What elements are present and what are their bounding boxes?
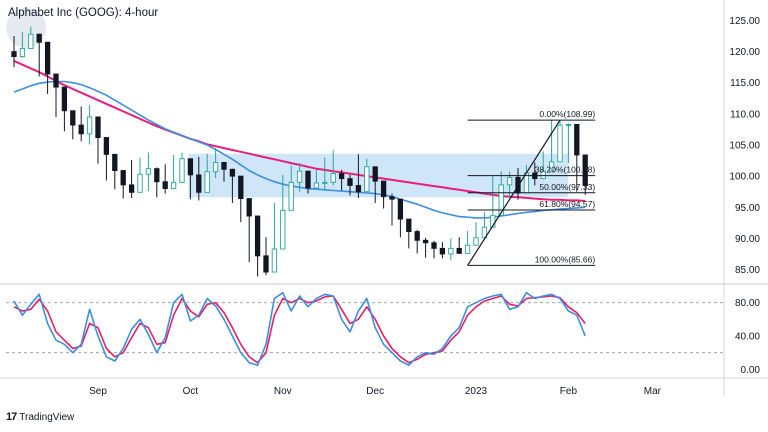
- price-axis-label: 125.00: [729, 16, 760, 27]
- candle-body: [61, 86, 68, 112]
- candle-body: [70, 110, 76, 126]
- candle-body: [86, 116, 93, 135]
- time-axis-label: 2023: [465, 386, 488, 397]
- candle-body: [263, 255, 269, 273]
- candle-body: [355, 185, 362, 193]
- time-axis-label: Nov: [274, 386, 292, 397]
- time-axis-label: Sep: [89, 386, 107, 397]
- candle-body: [548, 161, 555, 172]
- candle-body: [238, 175, 244, 200]
- candle-body: [431, 242, 437, 249]
- price-axis-label: 105.00: [729, 141, 760, 152]
- candle-body: [372, 166, 378, 182]
- candle-body: [414, 231, 420, 241]
- price-axis-label: 90.00: [735, 234, 760, 245]
- candle-body: [338, 173, 345, 180]
- candle-body: [296, 170, 303, 183]
- candle-body: [11, 51, 17, 58]
- candle-body: [506, 176, 513, 186]
- candle-body: [229, 168, 236, 177]
- stoch-k-line: [13, 291, 586, 367]
- candle-body: [212, 161, 219, 173]
- candle-body: [565, 123, 572, 126]
- candle-body: [473, 237, 479, 246]
- candle-body: [271, 248, 278, 273]
- price-axis-label: 95.00: [735, 203, 760, 214]
- candle-body: [179, 158, 185, 183]
- candle-body: [305, 170, 311, 189]
- candle-body: [380, 180, 387, 198]
- fibonacci-level-label: 0.00%(108.99): [539, 109, 595, 119]
- candle-body: [448, 247, 454, 255]
- time-axis-label: Oct: [183, 386, 199, 397]
- candle-body: [204, 171, 210, 193]
- price-axis-label: 120.00: [729, 47, 760, 58]
- chart-title: Alphabet Inc (GOOG): 4-hour: [8, 7, 159, 19]
- time-axis-label: Mar: [644, 386, 662, 397]
- candle-body: [422, 239, 429, 244]
- price-axis-label: 100.00: [729, 172, 760, 183]
- candle-body: [112, 153, 118, 171]
- time-axis-label: Dec: [366, 386, 384, 397]
- stoch-axis-label: 80.00: [735, 298, 760, 309]
- candle-body: [103, 137, 110, 155]
- candle-body: [389, 196, 395, 200]
- candle-body: [28, 33, 34, 49]
- candle-body: [347, 178, 353, 186]
- price-axis-label: 110.00: [730, 109, 760, 120]
- candle-body: [120, 170, 126, 186]
- stoch-axis-label: 40.00: [735, 332, 760, 343]
- stoch-d-line: [13, 295, 586, 364]
- candle-body: [128, 184, 135, 193]
- candle-body: [439, 247, 446, 255]
- candle-body: [137, 173, 143, 193]
- candle-body: [170, 181, 177, 190]
- candle-body: [313, 182, 320, 189]
- tradingview-logo[interactable]: 17 TradingView: [6, 411, 74, 423]
- candle-body: [557, 124, 563, 163]
- candle-body: [464, 244, 471, 254]
- candle-body: [322, 181, 328, 184]
- candle-body: [95, 116, 101, 138]
- candle-body: [574, 123, 580, 156]
- stoch-axis-label: 0.00: [741, 365, 761, 376]
- candle-body: [254, 215, 261, 257]
- candle-body: [145, 168, 152, 175]
- candle-body: [19, 48, 26, 58]
- candle-body: [44, 41, 51, 75]
- fibonacci-level-label: 61.80%(94.57): [539, 199, 595, 209]
- candle-body: [406, 218, 412, 233]
- candle-body: [364, 166, 370, 193]
- candle-body: [330, 173, 336, 183]
- candle-body: [196, 174, 202, 193]
- candle-body: [78, 124, 84, 135]
- candle-body: [246, 198, 252, 217]
- tradingview-mark-icon: 17: [6, 411, 17, 423]
- fibonacci-level-label: 50.00%(97.33): [539, 182, 595, 192]
- candle-body: [280, 209, 286, 250]
- candle-body: [154, 168, 160, 183]
- candle-body: [456, 247, 462, 254]
- candle-body: [498, 184, 504, 216]
- candle-body: [288, 181, 294, 211]
- price-axis-label: 115.00: [730, 78, 760, 89]
- time-axis-label: Feb: [560, 386, 578, 397]
- candle-body: [481, 226, 488, 239]
- candle-body: [582, 154, 588, 186]
- candle-body: [221, 161, 227, 170]
- candle-body: [162, 181, 168, 190]
- candle-body: [397, 198, 404, 220]
- fibonacci-level-label: 100.00%(85.66): [535, 254, 596, 264]
- tradingview-wordmark: TradingView: [19, 411, 75, 423]
- price-axis-label: 85.00: [735, 265, 760, 276]
- candle-body: [53, 73, 59, 88]
- candle-body: [36, 33, 42, 43]
- fibonacci-level-label: 38.20%(100.08): [535, 165, 596, 175]
- candle-body: [540, 170, 546, 180]
- candle-body: [187, 158, 194, 176]
